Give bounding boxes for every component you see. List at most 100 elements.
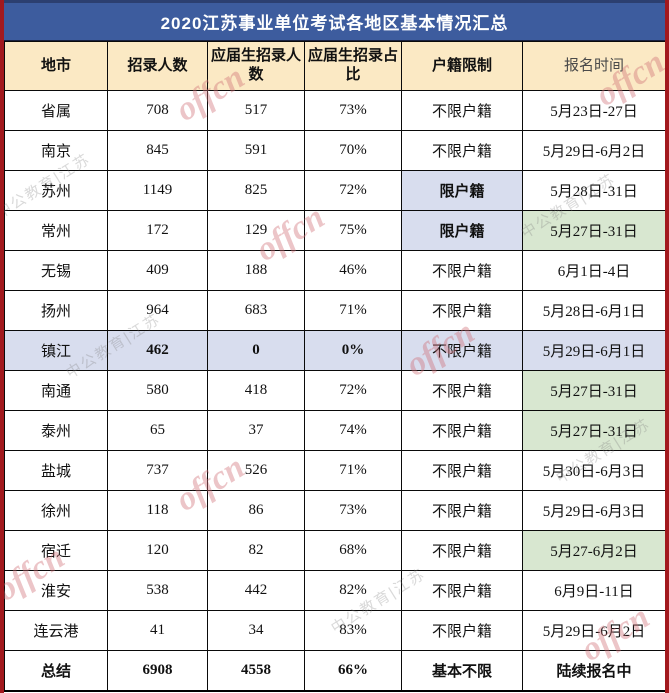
table-row: 苏州 1149 825 72% 限户籍 5月28日-31日 (4, 170, 665, 211)
cell-city: 无锡 (4, 250, 108, 291)
cell-fresh: 517 (207, 90, 305, 131)
column-header: 报名时间 (522, 41, 665, 91)
cell-hukou: 不限户籍 (401, 610, 523, 651)
cell-ratio: 72% (304, 370, 402, 411)
table-row: 南通 580 418 72% 不限户籍 5月27日-31日 (4, 370, 665, 411)
cell-fresh: 526 (207, 450, 305, 491)
cell-date: 5月27日-31日 (522, 370, 665, 411)
cell-ratio: 82% (304, 570, 402, 611)
cell-city: 宿迁 (4, 530, 108, 571)
cell-fresh: 4558 (207, 650, 305, 691)
cell-fresh: 37 (207, 410, 305, 451)
table-row: 盐城 737 526 71% 不限户籍 5月30日-6月3日 (4, 450, 665, 491)
cell-ratio: 73% (304, 490, 402, 531)
cell-hukou: 不限户籍 (401, 570, 523, 611)
cell-fresh: 188 (207, 250, 305, 291)
cell-fresh: 86 (207, 490, 305, 531)
column-header: 应届生招录占比 (304, 41, 402, 91)
table-row: 宿迁 120 82 68% 不限户籍 5月27-6月2日 (4, 530, 665, 571)
cell-city: 省属 (4, 90, 108, 131)
cell-recruit: 538 (107, 570, 208, 611)
cell-hukou: 不限户籍 (401, 410, 523, 451)
cell-date: 5月27-6月2日 (522, 530, 665, 571)
table-row: 无锡 409 188 46% 不限户籍 6月1日-4日 (4, 250, 665, 291)
cell-city: 盐城 (4, 450, 108, 491)
table-row: 镇江 462 0 0% 不限户籍 5月29日-6月1日 (4, 330, 665, 371)
table-row: 淮安 538 442 82% 不限户籍 6月9日-11日 (4, 570, 665, 611)
cell-hukou: 不限户籍 (401, 290, 523, 331)
cell-recruit: 120 (107, 530, 208, 571)
column-header: 应届生招录人数 (207, 41, 305, 91)
cell-ratio: 71% (304, 290, 402, 331)
column-header: 招录人数 (107, 41, 208, 91)
cell-hukou: 不限户籍 (401, 490, 523, 531)
cell-fresh: 82 (207, 530, 305, 571)
cell-city: 徐州 (4, 490, 108, 531)
cell-recruit: 172 (107, 210, 208, 251)
cell-date: 5月27日-31日 (522, 410, 665, 451)
table-row: 扬州 964 683 71% 不限户籍 5月28日-6月1日 (4, 290, 665, 331)
page-title: 2020江苏事业单位考试各地区基本情况汇总 (4, 0, 665, 41)
cell-ratio: 73% (304, 90, 402, 131)
cell-fresh: 442 (207, 570, 305, 611)
cell-fresh: 418 (207, 370, 305, 411)
summary-row: 总结 6908 4558 66% 基本不限 陆续报名中 (4, 650, 665, 691)
cell-recruit: 409 (107, 250, 208, 291)
cell-date: 5月29日-6月1日 (522, 330, 665, 371)
cell-city: 南京 (4, 130, 108, 171)
table-row: 连云港 41 34 83% 不限户籍 5月29日-6月2日 (4, 610, 665, 651)
cell-fresh: 129 (207, 210, 305, 251)
cell-ratio: 83% (304, 610, 402, 651)
cell-hukou: 不限户籍 (401, 130, 523, 171)
cell-hukou: 不限户籍 (401, 330, 523, 371)
cell-hukou: 不限户籍 (401, 90, 523, 131)
cell-date: 5月29日-6月3日 (522, 490, 665, 531)
cell-city: 总结 (4, 650, 108, 691)
cell-ratio: 71% (304, 450, 402, 491)
cell-recruit: 41 (107, 610, 208, 651)
cell-hukou: 不限户籍 (401, 450, 523, 491)
cell-hukou: 不限户籍 (401, 530, 523, 571)
table-body: 省属 708 517 73% 不限户籍 5月23日-27日 南京 845 591 70% 不限户籍 5… (4, 90, 665, 691)
cell-date: 5月28日-31日 (522, 170, 665, 211)
cell-date: 5月27日-31日 (522, 210, 665, 251)
cell-date: 5月30日-6月3日 (522, 450, 665, 491)
cell-fresh: 683 (207, 290, 305, 331)
cell-date: 5月29日-6月2日 (522, 610, 665, 651)
table-row: 泰州 65 37 74% 不限户籍 5月27日-31日 (4, 410, 665, 451)
cell-city: 淮安 (4, 570, 108, 611)
cell-date: 5月29日-6月2日 (522, 130, 665, 171)
column-header: 地市 (4, 41, 108, 91)
cell-date: 6月9日-11日 (522, 570, 665, 611)
cell-city: 扬州 (4, 290, 108, 331)
cell-recruit: 580 (107, 370, 208, 411)
table-row: 徐州 118 86 73% 不限户籍 5月29日-6月3日 (4, 490, 665, 531)
cell-fresh: 34 (207, 610, 305, 651)
cell-hukou: 限户籍 (401, 210, 523, 251)
cell-date: 陆续报名中 (522, 650, 665, 691)
cell-fresh: 0 (207, 330, 305, 371)
cell-recruit: 118 (107, 490, 208, 531)
cell-ratio: 70% (304, 130, 402, 171)
cell-date: 5月28日-6月1日 (522, 290, 665, 331)
cell-ratio: 66% (304, 650, 402, 691)
cell-ratio: 74% (304, 410, 402, 451)
column-header: 户籍限制 (401, 41, 523, 91)
table-row: 常州 172 129 75% 限户籍 5月27日-31日 (4, 210, 665, 251)
header-row: 地市 招录人数 应届生招录人数 应届生招录占比 户籍限制 报名时间 (4, 41, 665, 91)
cell-recruit: 845 (107, 130, 208, 171)
cell-recruit: 708 (107, 90, 208, 131)
cell-recruit: 65 (107, 410, 208, 451)
cell-recruit: 964 (107, 290, 208, 331)
cell-ratio: 72% (304, 170, 402, 211)
table-row: 省属 708 517 73% 不限户籍 5月23日-27日 (4, 90, 665, 131)
cell-date: 5月23日-27日 (522, 90, 665, 131)
cell-ratio: 46% (304, 250, 402, 291)
cell-recruit: 6908 (107, 650, 208, 691)
cell-ratio: 75% (304, 210, 402, 251)
cell-ratio: 68% (304, 530, 402, 571)
cell-recruit: 1149 (107, 170, 208, 211)
cell-city: 常州 (4, 210, 108, 251)
cell-hukou: 限户籍 (401, 170, 523, 211)
